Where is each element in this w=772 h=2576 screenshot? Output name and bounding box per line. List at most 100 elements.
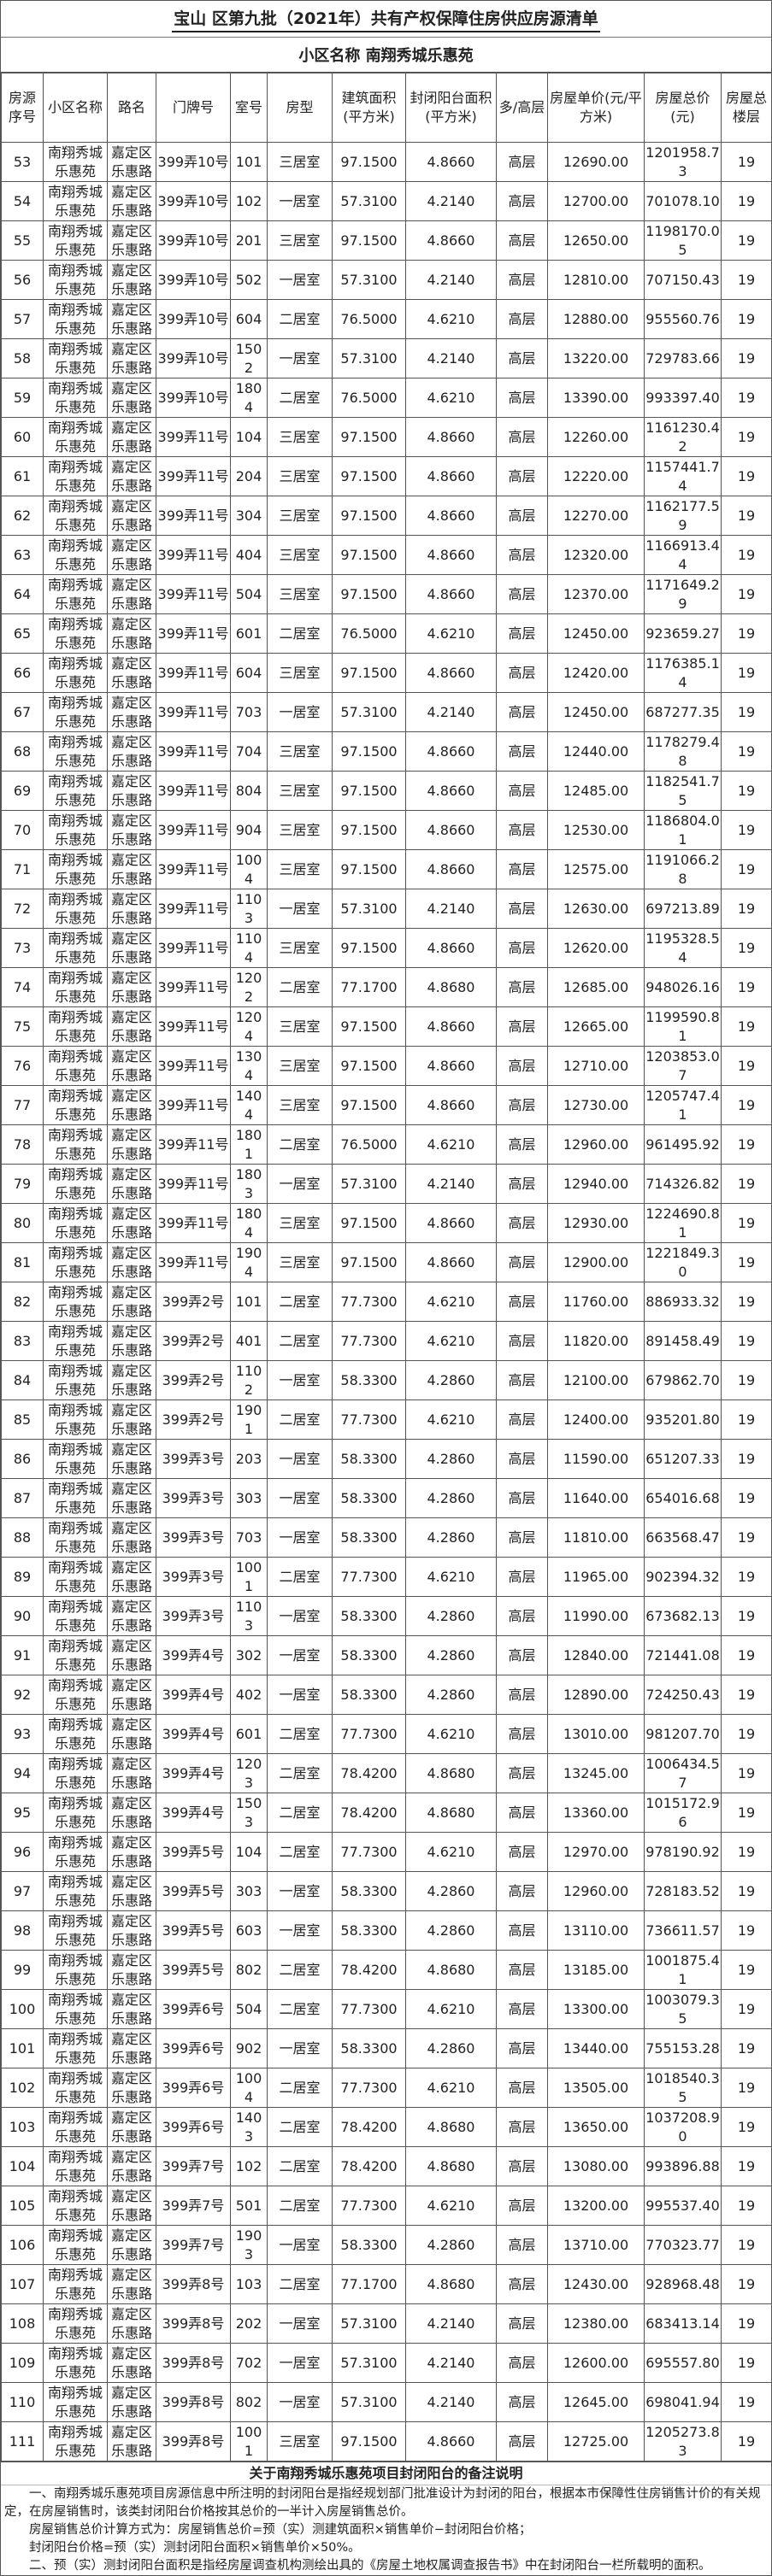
building-area-cell: 97.1500	[332, 535, 406, 575]
room-number-cell: 703	[230, 692, 268, 732]
table-row: 72 南翔秀城乐惠苑 嘉定区乐惠路 399弄11号 1103 一居室 57.3100 4.21…	[1, 889, 772, 929]
total-price-cell: 1221849.30	[644, 1242, 722, 1282]
community-name-cell: 南翔秀城乐惠苑	[43, 2264, 108, 2304]
room-type-cell: 二居室	[267, 1832, 333, 1872]
column-header: 门牌号	[156, 73, 231, 143]
building-number-cell: 399弄11号	[156, 1164, 231, 1204]
total-price-cell: 1015172.96	[644, 1793, 722, 1833]
room-type-cell: 一居室	[267, 1360, 333, 1400]
building-area-cell: 97.1500	[332, 1085, 406, 1125]
total-floors-cell: 19	[721, 142, 772, 182]
unit-price-cell: 12420.00	[547, 653, 645, 693]
balcony-area-cell: 4.2140	[405, 2343, 497, 2383]
total-price-cell: 995537.40	[644, 2186, 722, 2226]
building-area-cell: 58.3300	[332, 1360, 406, 1400]
community-name-cell: 南翔秀城乐惠苑	[43, 456, 108, 496]
total-price-cell: 1205747.41	[644, 1085, 722, 1125]
total-price-cell: 654016.68	[644, 1478, 722, 1518]
room-type-cell: 三居室	[267, 496, 333, 536]
total-price-cell: 770323.77	[644, 2225, 722, 2265]
total-floors-cell: 19	[721, 2343, 772, 2383]
total-floors-cell: 19	[721, 967, 772, 1007]
serial-number-cell: 59	[1, 378, 44, 418]
road-name-cell: 嘉定区乐惠路	[107, 2028, 156, 2068]
building-number-cell: 399弄10号	[156, 299, 231, 339]
total-floors-cell: 19	[721, 1635, 772, 1675]
building-area-cell: 77.7300	[332, 1282, 406, 1322]
building-area-cell: 57.3100	[332, 889, 406, 929]
serial-number-cell: 92	[1, 1675, 44, 1715]
community-name-cell: 南翔秀城乐惠苑	[43, 1399, 108, 1440]
table-row: 60 南翔秀城乐惠苑 嘉定区乐惠路 399弄11号 104 三居室 97.1500 4.866…	[1, 417, 772, 457]
room-type-cell: 三居室	[267, 574, 333, 614]
community-name-cell: 南翔秀城乐惠苑	[43, 2303, 108, 2344]
total-floors-cell: 19	[721, 1360, 772, 1400]
notes-section: 关于南翔秀城乐惠苑项目封闭阳台的备注说明 一、南翔秀城乐惠苑项目房源信息中所注明…	[1, 2462, 771, 2575]
serial-number-cell: 81	[1, 1242, 44, 1282]
floor-type-cell: 高层	[496, 1989, 548, 2029]
building-number-cell: 399弄4号	[156, 1793, 231, 1833]
page-title: 宝山 区第九批（2021年）共有产权保障住房供应房源清单	[1, 1, 771, 38]
road-name-cell: 嘉定区乐惠路	[107, 1478, 156, 1518]
unit-price-cell: 12400.00	[547, 1399, 645, 1440]
room-number-cell: 1203	[230, 1753, 268, 1793]
table-row: 54 南翔秀城乐惠苑 嘉定区乐惠路 399弄10号 102 一居室 57.3100 4.214…	[1, 181, 772, 221]
unit-price-cell: 12665.00	[547, 1006, 645, 1047]
total-price-cell: 1037208.90	[644, 2107, 722, 2147]
unit-price-cell: 12940.00	[547, 1164, 645, 1204]
room-type-cell: 二居室	[267, 2068, 333, 2108]
column-header: 建筑面积(平方米)	[332, 73, 406, 143]
serial-number-cell: 56	[1, 260, 44, 300]
balcony-area-cell: 4.2860	[405, 2225, 497, 2265]
serial-number-cell: 66	[1, 653, 44, 693]
balcony-area-cell: 4.2140	[405, 692, 497, 732]
serial-number-cell: 64	[1, 574, 44, 614]
column-header: 房型	[267, 73, 333, 143]
room-number-cell: 1502	[230, 338, 268, 378]
balcony-area-cell: 4.2860	[405, 1871, 497, 1911]
road-name-cell: 嘉定区乐惠路	[107, 2421, 156, 2462]
road-name-cell: 嘉定区乐惠路	[107, 2146, 156, 2186]
room-type-cell: 三居室	[267, 928, 333, 968]
table-row: 86 南翔秀城乐惠苑 嘉定区乐惠路 399弄3号 203 一居室 58.3300 4.2860…	[1, 1439, 772, 1479]
serial-number-cell: 68	[1, 731, 44, 772]
room-number-cell: 802	[230, 2382, 268, 2422]
room-type-cell: 三居室	[267, 1006, 333, 1047]
building-number-cell: 399弄3号	[156, 1517, 231, 1558]
room-number-cell: 1904	[230, 1242, 268, 1282]
floor-type-cell: 高层	[496, 535, 548, 575]
balcony-area-cell: 4.2860	[405, 1517, 497, 1558]
table-row: 88 南翔秀城乐惠苑 嘉定区乐惠路 399弄3号 703 一居室 58.3300 4.2860…	[1, 1517, 772, 1558]
community-name-cell: 南翔秀城乐惠苑	[43, 2107, 108, 2147]
building-area-cell: 97.1500	[332, 928, 406, 968]
building-number-cell: 399弄3号	[156, 1557, 231, 1597]
table-row: 81 南翔秀城乐惠苑 嘉定区乐惠路 399弄11号 1904 三居室 97.1500 4.86…	[1, 1242, 772, 1282]
building-area-cell: 97.1500	[332, 1242, 406, 1282]
floor-type-cell: 高层	[496, 1635, 548, 1675]
floor-type-cell: 高层	[496, 2028, 548, 2068]
total-price-cell: 1201958.73	[644, 142, 722, 182]
community-name-cell: 南翔秀城乐惠苑	[43, 1832, 108, 1872]
road-name-cell: 嘉定区乐惠路	[107, 260, 156, 300]
road-name-cell: 嘉定区乐惠路	[107, 535, 156, 575]
room-type-cell: 二居室	[267, 613, 333, 654]
serial-number-cell: 80	[1, 1203, 44, 1243]
building-number-cell: 399弄4号	[156, 1753, 231, 1793]
table-row: 69 南翔秀城乐惠苑 嘉定区乐惠路 399弄11号 804 三居室 97.1500 4.866…	[1, 771, 772, 811]
community-name-cell: 南翔秀城乐惠苑	[43, 1282, 108, 1322]
building-area-cell: 58.3300	[332, 1517, 406, 1558]
room-type-cell: 一居室	[267, 1675, 333, 1715]
building-number-cell: 399弄6号	[156, 2068, 231, 2108]
total-price-cell: 891458.49	[644, 1321, 722, 1361]
road-name-cell: 嘉定区乐惠路	[107, 1517, 156, 1558]
building-area-cell: 58.3300	[332, 2028, 406, 2068]
serial-number-cell: 100	[1, 1989, 44, 2029]
room-type-cell: 三居室	[267, 1046, 333, 1086]
balcony-area-cell: 4.8660	[405, 731, 497, 772]
community-name-cell: 南翔秀城乐惠苑	[43, 574, 108, 614]
floor-type-cell: 高层	[496, 417, 548, 457]
total-floors-cell: 19	[721, 1989, 772, 2029]
unit-price-cell: 12900.00	[547, 1242, 645, 1282]
unit-price-cell: 12700.00	[547, 181, 645, 221]
building-area-cell: 97.1500	[332, 456, 406, 496]
